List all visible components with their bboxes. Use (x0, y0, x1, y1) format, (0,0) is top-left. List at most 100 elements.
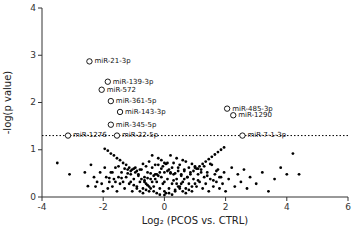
point (212, 179, 215, 182)
point (119, 159, 122, 162)
point (146, 184, 149, 187)
point (157, 163, 160, 166)
point (223, 146, 226, 149)
point (220, 148, 223, 151)
point-label: miR-139-3p (113, 78, 154, 86)
point (246, 187, 249, 190)
point (183, 178, 186, 181)
point (108, 177, 111, 180)
y-tick (38, 102, 42, 103)
point (117, 176, 120, 179)
labeled-point (108, 122, 113, 127)
point (184, 160, 187, 163)
x-tick-label: 6 (345, 202, 351, 212)
y-tick-label: 3 (30, 50, 36, 60)
point (175, 182, 178, 185)
point (145, 189, 148, 192)
point (126, 172, 129, 175)
point (215, 180, 218, 183)
y-tick-label: 2 (30, 97, 36, 107)
point (227, 178, 230, 181)
point (223, 171, 226, 174)
point (200, 168, 203, 171)
point (171, 193, 174, 196)
point (221, 182, 224, 185)
point (119, 182, 122, 185)
point (186, 176, 189, 179)
point (113, 178, 116, 181)
point (109, 152, 112, 155)
point (142, 187, 145, 190)
point (151, 166, 154, 169)
point (191, 185, 194, 188)
point (201, 163, 204, 166)
point (68, 173, 71, 176)
point (94, 185, 97, 188)
point-label: miR-572 (107, 86, 136, 94)
point (174, 189, 177, 192)
point (155, 180, 158, 183)
point (180, 182, 183, 185)
point (146, 177, 149, 180)
point (197, 179, 200, 182)
point (213, 173, 216, 176)
y-tick (38, 149, 42, 150)
point (165, 192, 168, 195)
point (212, 185, 215, 188)
point-label: miR-22-5p (122, 131, 159, 139)
labeled-point (99, 87, 104, 92)
point (174, 172, 177, 175)
point (129, 180, 132, 183)
y-tick-label: 1 (30, 144, 36, 154)
x-tick-label: 4 (284, 202, 290, 212)
point (106, 187, 109, 190)
point-label: miR-1276 (73, 131, 107, 139)
point-label: miR-345-5p (116, 121, 157, 129)
point (103, 166, 106, 169)
point (116, 190, 119, 193)
point (177, 185, 180, 188)
point (149, 172, 152, 175)
point (83, 171, 86, 174)
labeled-point (105, 79, 110, 84)
point (160, 167, 163, 170)
labeled-point (224, 106, 229, 111)
point (267, 190, 270, 193)
point (181, 190, 184, 193)
y-axis-label: -log(p value) (2, 71, 13, 135)
point (207, 158, 210, 161)
point (177, 166, 180, 169)
point (171, 182, 174, 185)
point (161, 165, 164, 168)
point (189, 173, 192, 176)
point (116, 157, 119, 160)
point (273, 178, 276, 181)
point (206, 174, 209, 177)
point (292, 152, 295, 155)
point (143, 176, 146, 179)
point (175, 157, 178, 160)
point (198, 165, 201, 168)
point (148, 190, 151, 193)
point (131, 190, 134, 193)
point (224, 190, 227, 193)
point (158, 187, 161, 190)
point (102, 190, 105, 193)
point (158, 171, 161, 174)
point (90, 163, 93, 166)
point (158, 193, 161, 196)
x-tick-label: -2 (99, 202, 108, 212)
point (209, 163, 212, 166)
point (148, 160, 151, 163)
y-tick (38, 8, 42, 9)
point (131, 168, 134, 171)
point (111, 185, 114, 188)
point (163, 180, 166, 183)
point (192, 178, 195, 181)
point (132, 178, 135, 181)
point (114, 166, 117, 169)
point (132, 184, 135, 187)
x-tick-label: -4 (38, 202, 47, 212)
point (236, 173, 239, 176)
point (184, 187, 187, 190)
